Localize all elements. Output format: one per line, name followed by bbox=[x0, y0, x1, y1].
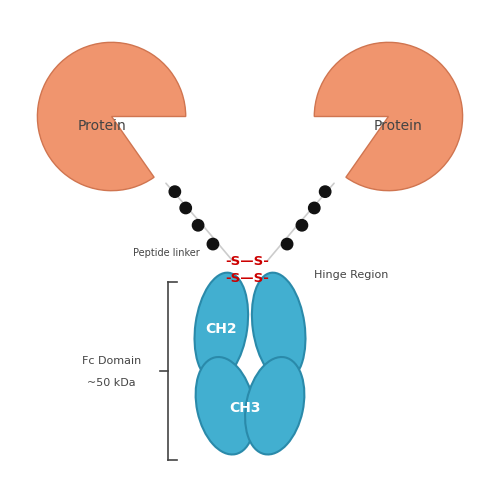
Text: -S—S-: -S—S- bbox=[226, 272, 270, 285]
Circle shape bbox=[180, 202, 192, 213]
Ellipse shape bbox=[252, 272, 306, 380]
Ellipse shape bbox=[194, 272, 248, 380]
Circle shape bbox=[320, 186, 331, 198]
Circle shape bbox=[192, 220, 204, 231]
Circle shape bbox=[169, 186, 180, 198]
Wedge shape bbox=[38, 42, 186, 190]
Text: CH3: CH3 bbox=[230, 401, 261, 415]
Ellipse shape bbox=[196, 357, 255, 454]
Text: -S—S-: -S—S- bbox=[226, 255, 270, 268]
Circle shape bbox=[207, 238, 218, 250]
Text: Fc Domain: Fc Domain bbox=[82, 356, 141, 366]
Text: ~50 kDa: ~50 kDa bbox=[87, 378, 136, 388]
Text: Protein: Protein bbox=[374, 120, 422, 134]
Text: Peptide linker: Peptide linker bbox=[132, 248, 200, 258]
Circle shape bbox=[282, 238, 293, 250]
Text: Hinge Region: Hinge Region bbox=[314, 270, 388, 280]
Text: Protein: Protein bbox=[78, 120, 126, 134]
Wedge shape bbox=[314, 42, 462, 190]
Circle shape bbox=[308, 202, 320, 213]
Circle shape bbox=[296, 220, 308, 231]
Ellipse shape bbox=[245, 357, 304, 454]
Text: CH2: CH2 bbox=[206, 322, 237, 336]
